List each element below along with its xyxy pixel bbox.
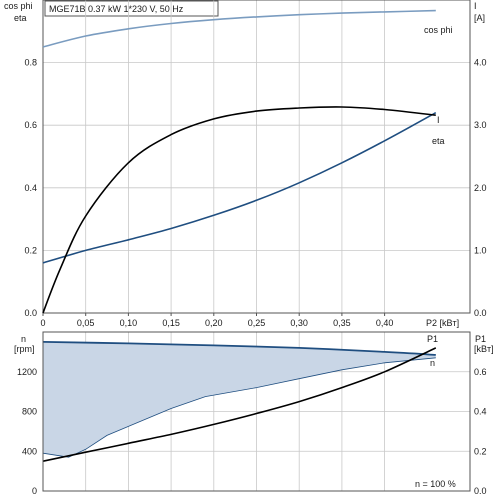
bottom-series-label-n: n — [430, 358, 435, 368]
x-tick-label: 0,35 — [333, 318, 351, 328]
bottom-right-axis-label-1: P1 — [475, 334, 486, 344]
bottom-y-left-tick-label: 800 — [22, 407, 37, 417]
x-tick-label: 0,10 — [120, 318, 138, 328]
top-y-left-tick-label: 0.4 — [24, 183, 37, 193]
top-series-label-cos-phi: cos phi — [424, 25, 453, 35]
top-left-axis-label-2: eta — [14, 13, 27, 23]
top-y-left-tick-label: 0.6 — [24, 120, 37, 130]
bottom-y-right-tick-label: 0.4 — [474, 407, 487, 417]
bottom-series-label-P1: P1 — [427, 334, 438, 344]
bottom-panel: 0 400 800 1200 0.0 0.2 0.4 0.6 n P1 — [17, 331, 487, 496]
top-y-left-tick-label: 0.0 — [24, 308, 37, 318]
top-y-right-tick-label: 1.0 — [474, 245, 487, 255]
top-y-right-tick-label: 3.0 — [474, 120, 487, 130]
bottom-left-axis-label-2: [rpm] — [14, 344, 35, 354]
bottom-y-left-tick-label: 400 — [22, 446, 37, 456]
x-tick-label: 0,20 — [205, 318, 223, 328]
top-series-label-I: I — [437, 115, 440, 125]
x-tick-label: 0,40 — [376, 318, 394, 328]
top-left-axis-label-1: cos phi — [4, 1, 33, 11]
top-series-line-I — [42, 111, 437, 264]
speed-annotation: n = 100 % — [415, 479, 456, 489]
bottom-left-axis-label-1: n — [21, 334, 26, 344]
power-line — [42, 347, 437, 462]
bottom-right-axis-label-2: [kBт] — [474, 344, 494, 354]
top-y-left-tick-label: 0.2 — [24, 245, 37, 255]
x-tick-label: 0 — [40, 318, 45, 328]
top-right-axis-label-1: I — [474, 1, 477, 11]
x-tick-label: 0,05 — [77, 318, 95, 328]
x-tick-label: 0,30 — [290, 318, 308, 328]
top-y-right-tick-label: 2.0 — [474, 183, 487, 193]
x-tick-label: 0,15 — [162, 318, 180, 328]
speed-area — [43, 341, 436, 458]
top-y-left-tick-label: 0.8 — [24, 58, 37, 68]
header-text: MGE71B 0.37 kW 1*230 V, 50 Hz — [49, 4, 184, 14]
bottom-y-right-tick-label: 0.2 — [474, 446, 487, 456]
x-tick-label: 0,25 — [248, 318, 266, 328]
speed-lower-line — [42, 357, 436, 458]
speed-upper-line — [42, 341, 436, 356]
top-series-line-cos-phi — [42, 9, 436, 48]
bottom-y-right-tick-label: 0.6 — [474, 367, 487, 377]
bottom-plot-frame — [42, 331, 471, 492]
bottom-y-left-tick-label: 1200 — [17, 367, 37, 377]
top-panel: 0.0 0.2 0.4 0.6 0.8 0.0 1.0 2.0 3.0 4.0 0 0,05 0,10 0… — [24, 0, 487, 328]
top-right-axis-label-2: [A] — [474, 13, 485, 23]
bottom-y-right-tick-label: 0.0 — [474, 486, 487, 496]
header-box — [44, 0, 219, 17]
top-series-label-eta: eta — [432, 136, 445, 146]
x-axis-label: P2 [kBт] — [426, 318, 459, 328]
top-plot-frame — [42, 0, 471, 314]
top-y-right-tick-label: 0.0 — [474, 308, 487, 318]
top-y-right-tick-label: 4.0 — [474, 58, 487, 68]
bottom-y-left-tick-label: 0 — [32, 486, 37, 496]
top-series-line-eta — [42, 106, 436, 314]
